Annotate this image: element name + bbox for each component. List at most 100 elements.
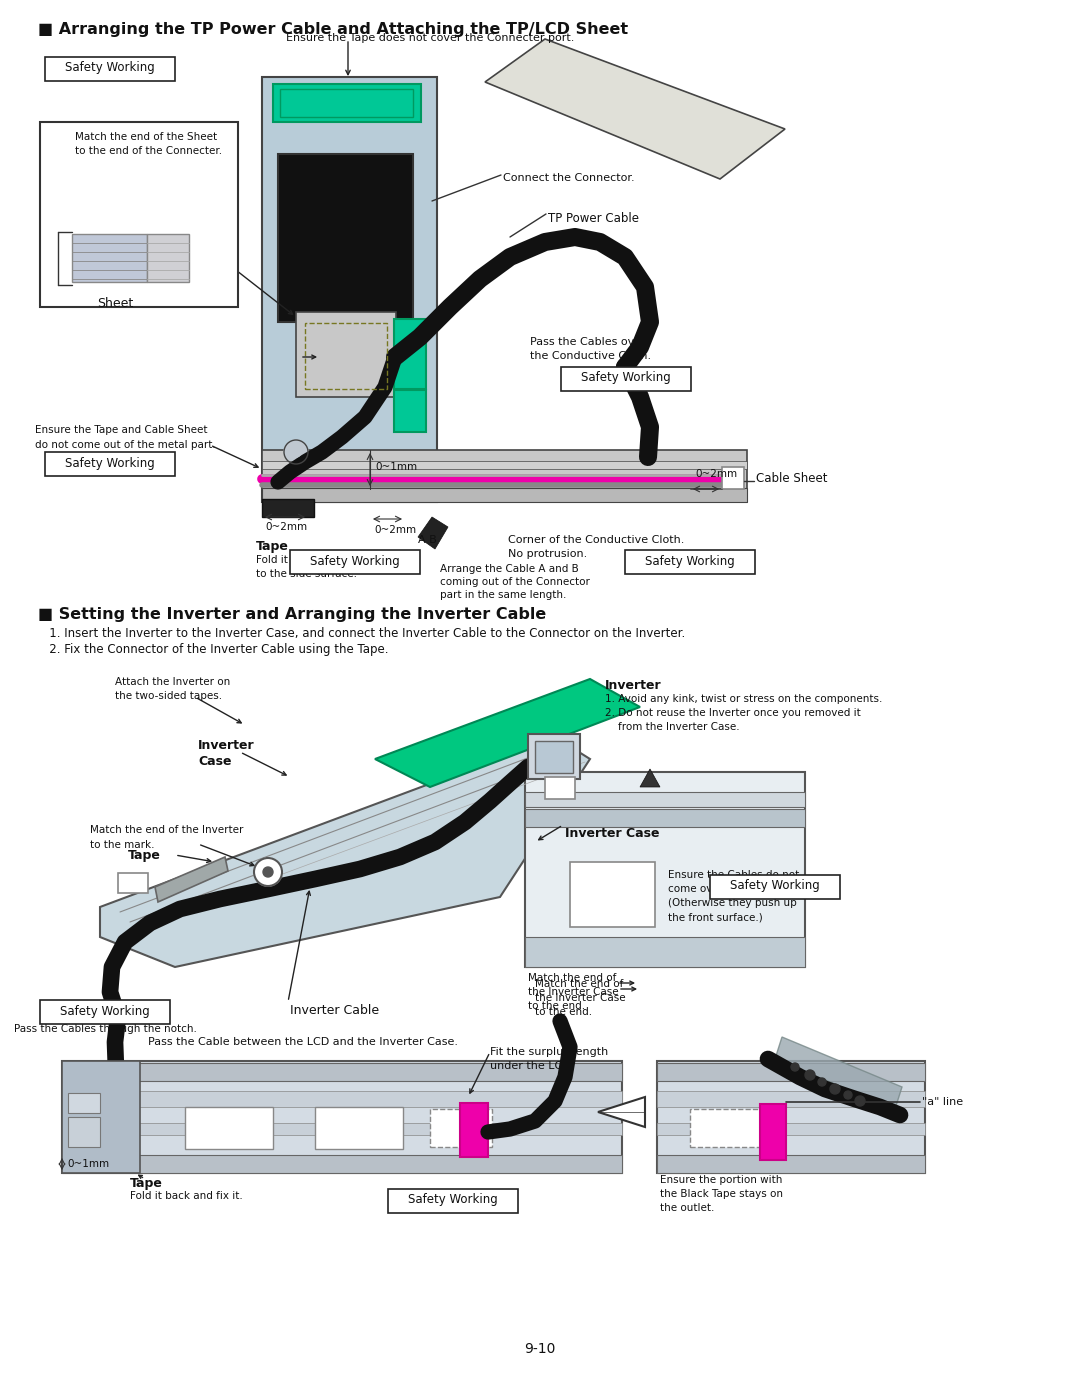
Text: Ensure the portion with: Ensure the portion with <box>660 1175 782 1185</box>
Text: 0~2mm: 0~2mm <box>696 469 738 479</box>
Polygon shape <box>375 679 640 787</box>
Text: Case: Case <box>198 754 231 768</box>
Bar <box>72 235 147 282</box>
Text: the Inverter Case: the Inverter Case <box>535 993 625 1003</box>
Text: Tape: Tape <box>130 1178 163 1190</box>
Bar <box>388 1189 518 1213</box>
Text: Inverter Case: Inverter Case <box>565 827 660 840</box>
Bar <box>262 488 747 502</box>
Bar <box>305 323 387 388</box>
Polygon shape <box>100 738 590 967</box>
Circle shape <box>843 1091 852 1099</box>
Text: from the Inverter Case.: from the Inverter Case. <box>618 722 740 732</box>
Text: Pass the Cables through the notch.: Pass the Cables through the notch. <box>14 1024 197 1034</box>
Text: Safety Working: Safety Working <box>581 372 671 384</box>
Bar <box>570 862 654 928</box>
Bar <box>625 550 755 574</box>
Text: to the end of the Connecter.: to the end of the Connecter. <box>75 147 222 156</box>
Bar <box>535 740 573 773</box>
Bar <box>45 57 175 81</box>
Bar <box>68 1118 100 1147</box>
Bar <box>262 499 314 517</box>
Text: Match the end of the Sheet: Match the end of the Sheet <box>75 131 217 142</box>
Text: Fold it back and fix it.: Fold it back and fix it. <box>130 1192 243 1201</box>
Text: the outlet.: the outlet. <box>660 1203 714 1213</box>
Bar <box>525 792 805 807</box>
Text: to the end.: to the end. <box>535 1007 592 1017</box>
Text: the Conductive Cloth.: the Conductive Cloth. <box>530 351 651 360</box>
Bar <box>280 89 413 117</box>
Text: Connect the Connector.: Connect the Connector. <box>503 173 635 183</box>
Text: Cable Sheet: Cable Sheet <box>756 472 827 486</box>
Text: TP Power Cable: TP Power Cable <box>548 212 639 225</box>
Text: 1. Avoid any kink, twist or stress on the components.: 1. Avoid any kink, twist or stress on th… <box>605 694 882 704</box>
Bar <box>394 390 426 432</box>
Bar <box>657 1063 924 1081</box>
Text: to the side surface.: to the side surface. <box>256 569 357 578</box>
Text: to the mark.: to the mark. <box>90 840 154 849</box>
Circle shape <box>791 1063 799 1071</box>
Bar <box>273 84 421 122</box>
Bar <box>62 1123 622 1134</box>
Bar <box>430 1109 492 1147</box>
Text: Safety Working: Safety Working <box>645 555 734 567</box>
Text: Safety Working: Safety Working <box>60 1004 150 1017</box>
Text: No protrusion.: No protrusion. <box>508 549 588 559</box>
Text: Pass the Cable between the LCD and the Inverter Case.: Pass the Cable between the LCD and the I… <box>148 1037 458 1046</box>
Bar <box>62 1060 140 1173</box>
Text: Ensure the Tape and Cable Sheet: Ensure the Tape and Cable Sheet <box>35 425 207 434</box>
Text: 0~2mm: 0~2mm <box>374 525 416 535</box>
Bar <box>185 1106 273 1148</box>
Text: Inverter Cable: Inverter Cable <box>291 1004 379 1017</box>
Polygon shape <box>418 517 448 549</box>
Circle shape <box>855 1097 865 1106</box>
Bar <box>525 773 805 967</box>
Text: Fit the surplus length: Fit the surplus length <box>490 1046 608 1058</box>
Text: Fold it back and attach: Fold it back and attach <box>256 555 376 564</box>
Bar <box>690 1109 760 1147</box>
Text: (Otherwise they push up: (Otherwise they push up <box>669 898 797 908</box>
Bar <box>528 733 580 780</box>
Bar <box>710 875 840 900</box>
Text: A B: A B <box>418 535 436 545</box>
Bar <box>45 453 175 476</box>
Bar <box>62 1155 622 1173</box>
Text: ■ Arranging the TP Power Cable and Attaching the TP/LCD Sheet: ■ Arranging the TP Power Cable and Attac… <box>38 22 629 36</box>
Bar <box>118 873 148 893</box>
Circle shape <box>818 1078 826 1085</box>
Bar <box>68 1092 100 1113</box>
Bar <box>40 1000 170 1024</box>
Bar <box>62 1063 622 1081</box>
Text: the Inverter Case: the Inverter Case <box>528 988 619 997</box>
Text: Match the end of: Match the end of <box>528 972 617 983</box>
Circle shape <box>291 447 301 457</box>
Text: Safety Working: Safety Working <box>65 61 154 74</box>
Bar <box>40 122 238 307</box>
Bar <box>525 937 805 967</box>
Text: Match the end of the Inverter: Match the end of the Inverter <box>90 826 243 835</box>
Text: 0~1mm: 0~1mm <box>67 1160 109 1169</box>
Text: the two-sided tapes.: the two-sided tapes. <box>114 692 222 701</box>
Text: coming out of the Connector: coming out of the Connector <box>440 577 590 587</box>
Polygon shape <box>156 856 228 902</box>
Text: Safety Working: Safety Working <box>65 457 154 469</box>
Bar <box>62 1060 622 1173</box>
Bar <box>315 1106 403 1148</box>
Bar <box>262 450 747 502</box>
Polygon shape <box>640 768 660 787</box>
Bar <box>657 1091 924 1106</box>
Circle shape <box>264 868 273 877</box>
Text: Inverter: Inverter <box>198 739 255 752</box>
Text: Attach the Inverter on: Attach the Inverter on <box>114 678 230 687</box>
Polygon shape <box>775 1037 902 1109</box>
Bar <box>657 1123 924 1134</box>
Polygon shape <box>598 1097 645 1127</box>
Circle shape <box>805 1070 815 1080</box>
Text: the front surface.): the front surface.) <box>669 912 762 922</box>
Text: 9-10: 9-10 <box>524 1343 556 1356</box>
Text: 0~1mm: 0~1mm <box>375 462 417 472</box>
Bar <box>760 1104 786 1160</box>
Bar <box>278 154 413 321</box>
Text: 2. Fix the Connector of the Inverter Cable using the Tape.: 2. Fix the Connector of the Inverter Cab… <box>38 643 389 657</box>
Bar <box>525 809 805 827</box>
